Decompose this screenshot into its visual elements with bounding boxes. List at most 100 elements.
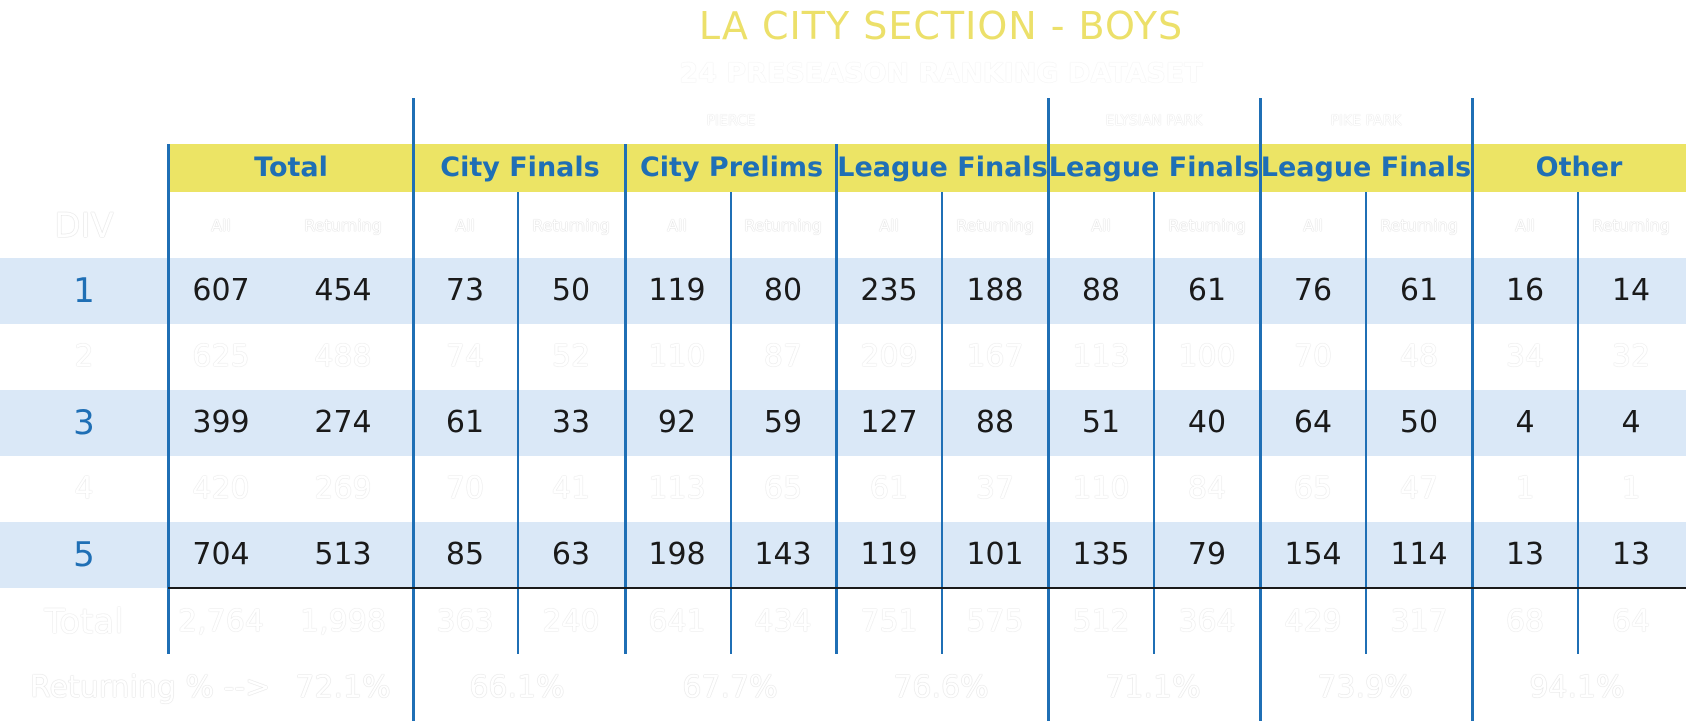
returning-pct-value: 71.1% xyxy=(1105,670,1201,705)
table-cell: 88 xyxy=(975,405,1015,440)
subheader-returning: Returning xyxy=(1380,216,1458,235)
divider-city-prelims-inner xyxy=(730,192,732,654)
table-cell: 274 xyxy=(314,405,372,440)
header-other: Other xyxy=(1535,152,1623,183)
table-cell: 13 xyxy=(1611,537,1651,572)
table-cell: 420 xyxy=(192,471,250,506)
table-cell: 65 xyxy=(763,471,803,506)
total-cell: 363 xyxy=(436,604,494,639)
returning-pct-value: 72.1% xyxy=(295,670,391,705)
table-cell: 209 xyxy=(860,339,918,374)
total-row-label: Total xyxy=(44,602,124,642)
div-label-5: 5 xyxy=(73,535,95,575)
table-cell: 1 xyxy=(1621,471,1641,506)
table-cell: 50 xyxy=(551,273,591,308)
total-cell: 1,998 xyxy=(300,604,386,639)
table-cell: 135 xyxy=(1072,537,1130,572)
table-cell: 110 xyxy=(648,339,706,374)
divider-pike-left xyxy=(1259,98,1262,721)
table-cell: 198 xyxy=(648,537,706,572)
divider-pierce-left xyxy=(412,98,415,721)
table-cell: 704 xyxy=(192,537,250,572)
subheader-returning: Returning xyxy=(304,216,382,235)
table-cell: 101 xyxy=(966,537,1024,572)
table-cell: 32 xyxy=(1611,339,1651,374)
table-cell: 34 xyxy=(1505,339,1545,374)
table-cell: 235 xyxy=(860,273,918,308)
returning-pct-value: 67.7% xyxy=(682,670,778,705)
table-cell: 399 xyxy=(192,405,250,440)
subheader-all: All xyxy=(455,216,475,235)
table-cell: 80 xyxy=(763,273,803,308)
table-cell: 76 xyxy=(1293,273,1333,308)
divider-elysian-inner xyxy=(1153,192,1155,654)
divider-other-left xyxy=(1471,98,1474,721)
venue-label-pierce: PIERCE xyxy=(706,113,756,129)
total-cell: 2,764 xyxy=(178,604,264,639)
table-cell: 52 xyxy=(551,339,591,374)
header-city-prelims: City Prelims xyxy=(639,152,824,183)
venue-label-pike-park: PIKE PARK xyxy=(1330,113,1402,129)
page-subtitle: 24 PRESEASON RANKING DATASET xyxy=(679,58,1203,89)
header-league-finals-pierce: League Finals xyxy=(837,152,1048,183)
total-cell: 751 xyxy=(860,604,918,639)
subheader-all: All xyxy=(1303,216,1323,235)
table-cell: 13 xyxy=(1505,537,1545,572)
subheader-all: All xyxy=(211,216,231,235)
returning-pct-value: 66.1% xyxy=(469,670,565,705)
table-cell: 114 xyxy=(1390,537,1448,572)
table-cell: 143 xyxy=(754,537,812,572)
table-cell: 100 xyxy=(1178,339,1236,374)
table-cell: 87 xyxy=(763,339,803,374)
table-cell: 119 xyxy=(648,273,706,308)
total-cell: 68 xyxy=(1505,604,1545,639)
returning-pct-value: 76.6% xyxy=(893,670,989,705)
header-league-finals-elysian: League Finals xyxy=(1048,152,1260,183)
table-cell: 85 xyxy=(445,537,485,572)
div-label-2: 2 xyxy=(74,339,94,374)
total-cell: 512 xyxy=(1072,604,1130,639)
table-cell: 154 xyxy=(1284,537,1342,572)
table-cell: 110 xyxy=(1072,471,1130,506)
divider-pike-inner xyxy=(1365,192,1367,654)
total-cell: 434 xyxy=(754,604,812,639)
total-cell: 641 xyxy=(648,604,706,639)
subheader-returning: Returning xyxy=(1168,216,1246,235)
divider-elysian-left xyxy=(1047,98,1050,721)
total-cell: 240 xyxy=(542,604,600,639)
table-cell: 119 xyxy=(860,537,918,572)
table-cell: 50 xyxy=(1399,405,1439,440)
subheader-returning: Returning xyxy=(1592,216,1670,235)
page-title: LA CITY SECTION - BOYS xyxy=(698,4,1184,48)
table-cell: 188 xyxy=(966,273,1024,308)
returning-pct-value: 94.1% xyxy=(1529,670,1625,705)
row-band-5 xyxy=(0,522,1686,588)
total-cell: 64 xyxy=(1611,604,1651,639)
table-cell: 47 xyxy=(1399,471,1439,506)
table-cell: 454 xyxy=(314,273,372,308)
table-cell: 127 xyxy=(860,405,918,440)
div-column-header: DIV xyxy=(54,206,114,246)
table-cell: 64 xyxy=(1293,405,1333,440)
table-cell: 61 xyxy=(1187,273,1227,308)
table-cell: 51 xyxy=(1081,405,1121,440)
table-cell: 113 xyxy=(1072,339,1130,374)
total-cell: 575 xyxy=(966,604,1024,639)
table-cell: 41 xyxy=(551,471,591,506)
header-band xyxy=(168,144,1686,192)
table-cell: 59 xyxy=(763,405,803,440)
subheader-all: All xyxy=(1515,216,1535,235)
table-cell: 16 xyxy=(1505,273,1545,308)
total-cell: 364 xyxy=(1178,604,1236,639)
table-cell: 88 xyxy=(1081,273,1121,308)
table-cell: 61 xyxy=(445,405,485,440)
divider-total-left xyxy=(167,144,170,654)
total-cell: 317 xyxy=(1390,604,1448,639)
table-cell: 65 xyxy=(1293,471,1333,506)
table-cell: 74 xyxy=(445,339,485,374)
table-cell: 113 xyxy=(648,471,706,506)
table-cell: 33 xyxy=(551,405,591,440)
header-city-finals: City Finals xyxy=(440,152,600,183)
subheader-returning: Returning xyxy=(532,216,610,235)
table-cell: 63 xyxy=(551,537,591,572)
